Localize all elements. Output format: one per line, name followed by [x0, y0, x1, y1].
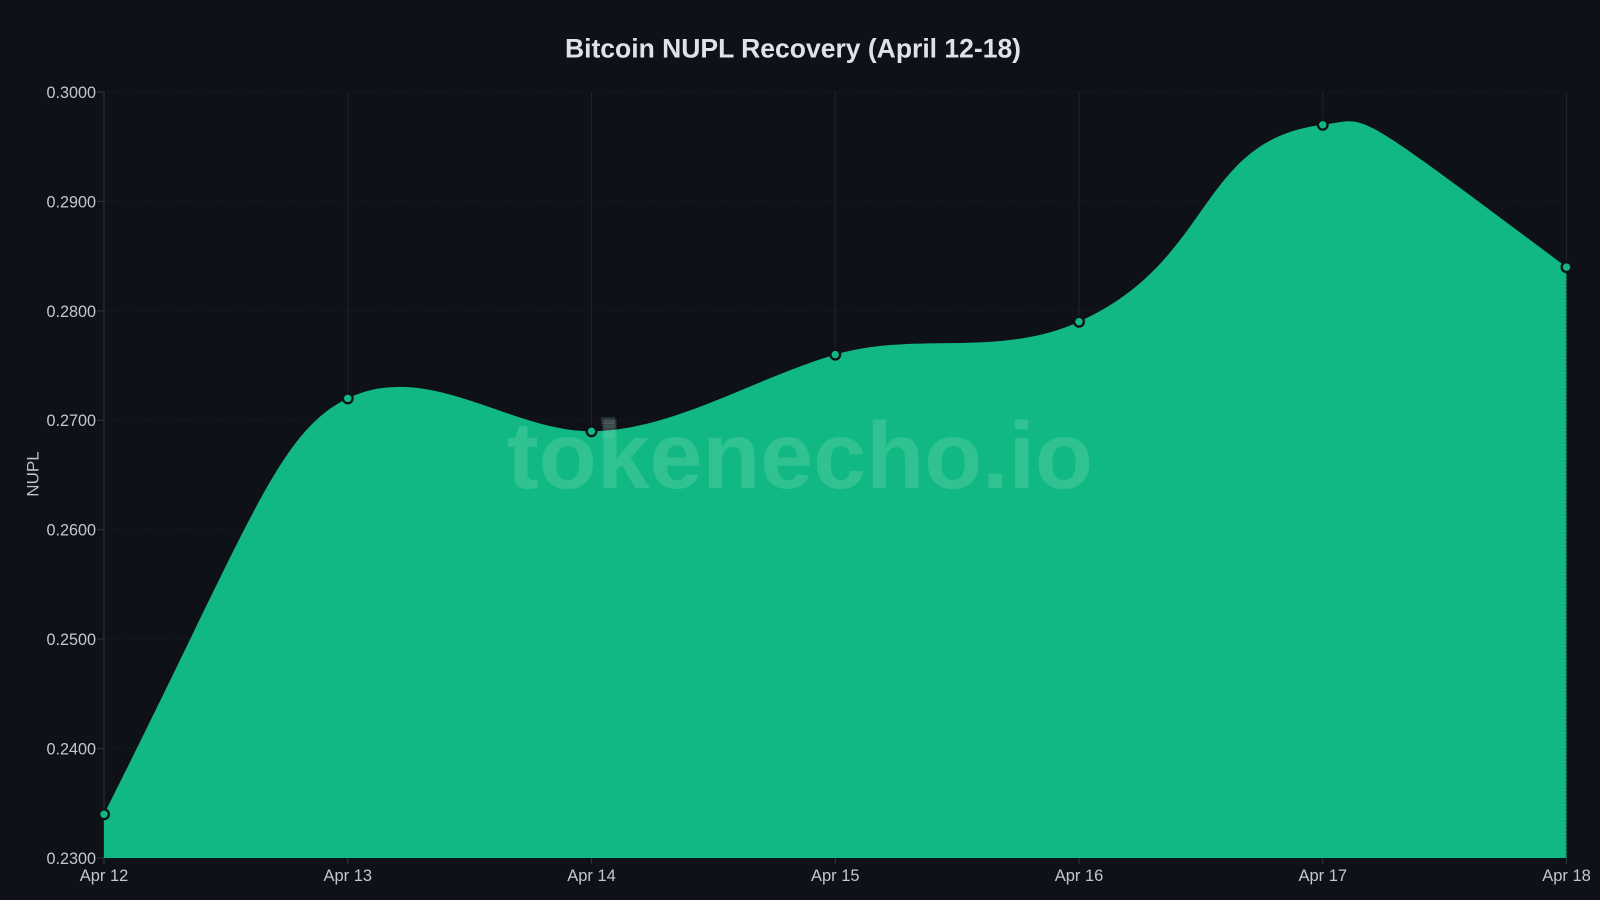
svg-text:0.2400: 0.2400 [46, 741, 96, 759]
svg-text:Apr 18: Apr 18 [1542, 867, 1591, 885]
svg-text:Apr 17: Apr 17 [1298, 867, 1347, 885]
svg-text:0.2300: 0.2300 [46, 850, 96, 868]
svg-text:Bitcoin NUPL Recovery (April 1: Bitcoin NUPL Recovery (April 12-18) [565, 34, 1021, 64]
svg-text:Apr 15: Apr 15 [811, 867, 860, 885]
svg-text:0.2900: 0.2900 [46, 193, 96, 211]
svg-text:Apr 13: Apr 13 [323, 867, 372, 885]
svg-text:Apr 12: Apr 12 [80, 867, 129, 885]
svg-text:0.3000: 0.3000 [46, 84, 96, 102]
svg-text:0.2700: 0.2700 [46, 412, 96, 430]
svg-text:0.2500: 0.2500 [46, 631, 96, 649]
svg-text:Apr 14: Apr 14 [567, 867, 616, 885]
svg-text:0.2600: 0.2600 [46, 522, 96, 540]
svg-text:Apr 16: Apr 16 [1055, 867, 1104, 885]
svg-text:NUPL: NUPL [24, 451, 43, 496]
svg-text:0.2800: 0.2800 [46, 303, 96, 321]
svg-text:tokenecho.io: tokenecho.io [507, 403, 1093, 509]
